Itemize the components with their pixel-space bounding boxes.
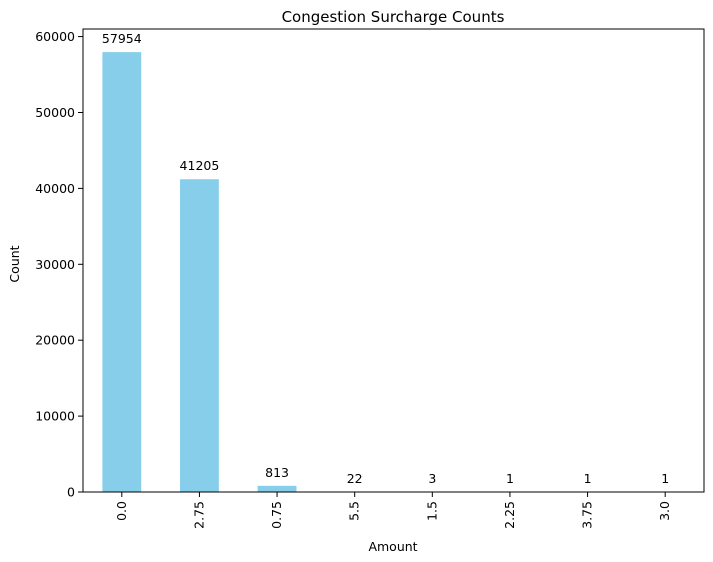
bar-value-label: 41205 — [180, 158, 220, 173]
x-tick-label: 2.75 — [191, 501, 206, 529]
y-tick-label: 0 — [67, 485, 75, 500]
x-axis: 0.0 2.75 0.75 5.5 1.5 2.25 3.75 3.0 — [114, 492, 672, 529]
x-tick-label: 0.75 — [269, 501, 284, 529]
y-tick-label: 30000 — [35, 257, 75, 272]
bar-value-label: 1 — [506, 471, 514, 486]
bar — [257, 485, 297, 492]
y-tick-label: 10000 — [35, 409, 75, 424]
x-tick-label: 1.5 — [424, 501, 439, 521]
x-tick-label: 0.0 — [114, 501, 129, 521]
x-tick-label: 3.75 — [580, 501, 595, 529]
x-axis-label: Amount — [368, 539, 417, 554]
bar — [180, 179, 219, 492]
x-tick-label: 5.5 — [347, 501, 362, 521]
chart-title: Congestion Surcharge Counts — [282, 8, 505, 26]
bar-value-label: 1 — [584, 471, 592, 486]
y-tick-label: 60000 — [35, 29, 75, 44]
x-tick-label: 3.0 — [657, 501, 672, 521]
bar — [102, 52, 142, 493]
x-tick-label: 2.25 — [502, 501, 517, 529]
bar-value-label: 57954 — [102, 31, 142, 46]
y-axis: 0 10000 20000 30000 40000 50000 60000 — [35, 29, 83, 500]
bar-value-label: 1 — [661, 471, 669, 486]
bar-value-label: 22 — [347, 471, 363, 486]
bars-group — [102, 52, 685, 493]
y-tick-label: 40000 — [35, 181, 75, 196]
data-labels-group: 57954 41205 813 22 3 1 1 1 — [102, 31, 669, 486]
bar-value-label: 3 — [428, 471, 436, 486]
bar-value-label: 813 — [265, 465, 289, 480]
y-tick-label: 50000 — [35, 105, 75, 120]
y-tick-label: 20000 — [35, 333, 75, 348]
y-axis-label: Count — [7, 245, 22, 282]
plot-frame — [82, 28, 705, 493]
